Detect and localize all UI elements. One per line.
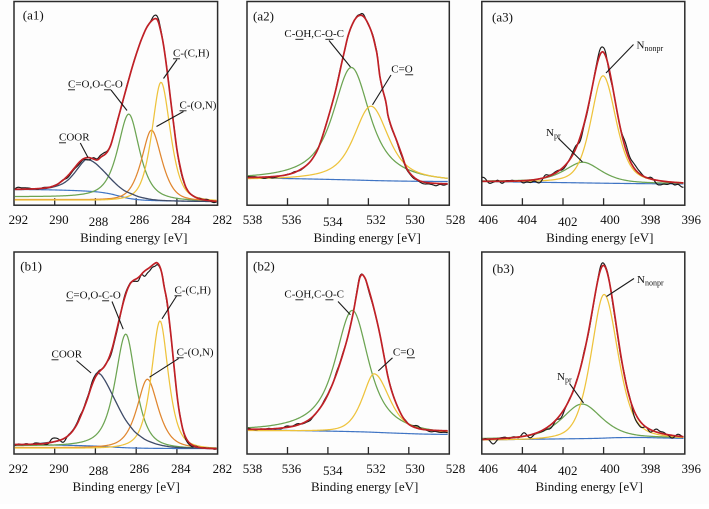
svg-text:538: 538 — [243, 461, 262, 476]
svg-text:396: 396 — [682, 461, 702, 476]
svg-text:(b2): (b2) — [253, 259, 275, 274]
svg-text:Binding energy [eV]: Binding energy [eV] — [80, 230, 187, 245]
svg-text:530: 530 — [405, 212, 425, 227]
svg-text:288: 288 — [89, 214, 109, 229]
svg-text:528: 528 — [446, 212, 466, 227]
svg-text:290: 290 — [49, 212, 69, 227]
svg-text:Binding energy [eV]: Binding energy [eV] — [311, 479, 418, 494]
svg-text:(b1): (b1) — [20, 259, 42, 274]
svg-text:292: 292 — [9, 212, 29, 227]
svg-text:C-(O,N): C-(O,N) — [177, 347, 214, 359]
svg-text:538: 538 — [243, 212, 262, 227]
svg-text:404: 404 — [517, 212, 537, 227]
svg-text:402: 402 — [558, 214, 578, 229]
svg-text:(a1): (a1) — [23, 8, 44, 23]
svg-text:400: 400 — [600, 461, 620, 476]
svg-text:406: 406 — [479, 461, 499, 476]
svg-text:286: 286 — [130, 461, 150, 476]
svg-text:528: 528 — [446, 461, 466, 476]
svg-text:C-(O,N): C-(O,N) — [180, 100, 217, 112]
svg-text:536: 536 — [282, 461, 302, 476]
svg-text:532: 532 — [366, 461, 386, 476]
svg-text:C-(C,H): C-(C,H) — [175, 285, 212, 297]
svg-text:C-OH,C-O-C: C-OH,C-O-C — [284, 28, 344, 40]
svg-text:536: 536 — [282, 212, 302, 227]
svg-text:398: 398 — [641, 461, 661, 476]
svg-text:Binding energy [eV]: Binding energy [eV] — [73, 479, 180, 494]
svg-text:292: 292 — [9, 461, 29, 476]
svg-text:282: 282 — [213, 461, 233, 476]
svg-text:Binding energy [eV]: Binding energy [eV] — [314, 230, 421, 245]
svg-text:534: 534 — [323, 463, 343, 478]
svg-text:C=O: C=O — [393, 347, 415, 359]
svg-text:COOR: COOR — [59, 132, 90, 144]
svg-text:284: 284 — [171, 212, 191, 227]
svg-text:(a3): (a3) — [492, 10, 513, 25]
svg-text:282: 282 — [213, 212, 233, 227]
svg-text:COOR: COOR — [52, 349, 83, 361]
svg-text:400: 400 — [600, 212, 620, 227]
svg-text:404: 404 — [517, 461, 537, 476]
svg-text:C=O,O-C-O: C=O,O-C-O — [66, 290, 121, 302]
svg-text:C-OH,C-O-C: C-OH,C-O-C — [284, 289, 344, 301]
svg-text:288: 288 — [89, 463, 109, 478]
svg-text:402: 402 — [558, 463, 578, 478]
svg-text:534: 534 — [323, 214, 343, 229]
svg-text:532: 532 — [366, 212, 386, 227]
svg-text:(a2): (a2) — [253, 9, 274, 24]
svg-text:398: 398 — [641, 212, 661, 227]
svg-text:284: 284 — [171, 461, 191, 476]
svg-text:286: 286 — [130, 212, 150, 227]
svg-text:290: 290 — [49, 461, 69, 476]
svg-text:530: 530 — [405, 461, 425, 476]
svg-text:C=O,O-C-O: C=O,O-C-O — [68, 79, 123, 91]
svg-text:(b3): (b3) — [492, 261, 514, 276]
svg-text:396: 396 — [682, 212, 702, 227]
svg-text:C=O: C=O — [391, 64, 413, 76]
svg-text:Binding energy [eV]: Binding energy [eV] — [546, 230, 653, 245]
svg-text:Binding energy [eV]: Binding energy [eV] — [536, 479, 643, 494]
svg-text:406: 406 — [479, 212, 499, 227]
svg-text:C-(C,H): C-(C,H) — [173, 48, 210, 60]
